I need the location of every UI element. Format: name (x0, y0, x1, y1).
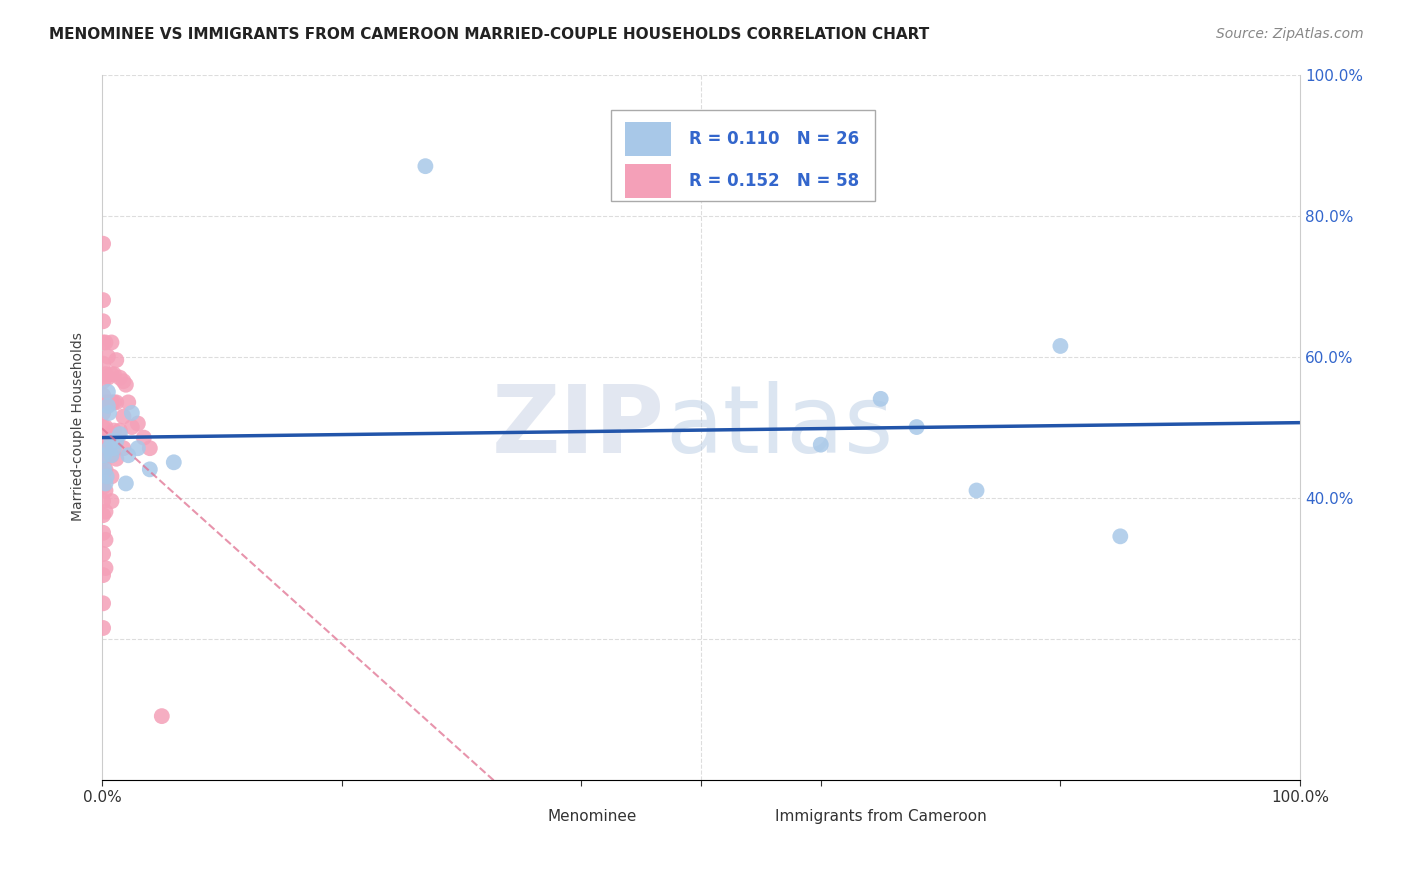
Point (97, 370, 120, 384)
Point (98, 441, 121, 455)
Point (103, 367, 125, 381)
Point (966, 483, 988, 498)
Point (100, 434, 122, 449)
Point (94, 395, 117, 409)
Point (117, 395, 139, 409)
Point (103, 441, 125, 455)
Text: ZIP: ZIP (492, 381, 665, 473)
Point (112, 441, 135, 455)
Point (94, 462, 117, 476)
Point (100, 448, 122, 462)
Point (94, 483, 117, 498)
Point (105, 353, 128, 368)
Text: Menominee: Menominee (547, 809, 637, 824)
Point (869, 392, 891, 406)
Point (91, 293, 114, 307)
Point (139, 441, 162, 455)
Point (103, 424, 125, 438)
Point (96, 469, 118, 483)
FancyBboxPatch shape (626, 164, 671, 198)
Point (91, 451, 114, 466)
Point (91, 388, 114, 402)
Point (117, 448, 139, 462)
Point (100, 469, 122, 483)
Point (91, 568, 114, 582)
Text: atlas: atlas (665, 381, 893, 473)
Point (91, 434, 114, 449)
Point (91, 314, 114, 328)
Point (150, 709, 173, 723)
Point (100, 335, 122, 350)
Point (100, 448, 122, 462)
Y-axis label: Married-couple Households: Married-couple Households (72, 333, 86, 522)
FancyBboxPatch shape (612, 110, 875, 202)
Text: Source: ZipAtlas.com: Source: ZipAtlas.com (1216, 27, 1364, 41)
Point (91, 357, 114, 371)
Point (108, 424, 131, 438)
Point (105, 451, 128, 466)
Point (91, 480, 114, 494)
Point (93, 462, 115, 476)
Point (810, 438, 832, 452)
Point (100, 494, 122, 508)
Point (112, 409, 135, 424)
Point (94, 335, 117, 350)
Point (132, 431, 155, 445)
Point (94, 367, 117, 381)
Point (91, 508, 114, 523)
Point (108, 427, 131, 442)
Point (100, 427, 122, 442)
Point (98, 406, 121, 420)
Point (91, 335, 114, 350)
FancyBboxPatch shape (626, 122, 671, 156)
Point (97, 350, 120, 364)
Point (93, 448, 115, 462)
Point (139, 462, 162, 476)
Point (1109, 529, 1132, 543)
Point (91, 621, 114, 635)
Point (105, 434, 128, 449)
Text: MENOMINEE VS IMMIGRANTS FROM CAMEROON MARRIED-COUPLE HOUSEHOLDS CORRELATION CHAR: MENOMINEE VS IMMIGRANTS FROM CAMEROON MA… (49, 27, 929, 42)
Point (91, 494, 114, 508)
FancyBboxPatch shape (725, 805, 763, 831)
Point (91, 374, 114, 388)
Text: R = 0.110   N = 26: R = 0.110 N = 26 (689, 130, 859, 148)
Point (94, 533, 117, 547)
Point (94, 561, 117, 575)
Text: Immigrants from Cameroon: Immigrants from Cameroon (775, 809, 987, 824)
Text: R = 0.152   N = 58: R = 0.152 N = 58 (689, 172, 859, 190)
Point (91, 406, 114, 420)
Point (121, 406, 143, 420)
Point (91, 525, 114, 540)
Point (91, 236, 114, 251)
Point (97, 384, 120, 399)
Point (163, 455, 186, 469)
Point (103, 395, 125, 409)
Point (100, 395, 122, 409)
Point (905, 420, 928, 434)
Point (94, 476, 117, 491)
Point (97, 395, 120, 409)
Point (97, 399, 120, 413)
Point (121, 420, 143, 434)
Point (415, 159, 437, 173)
Point (115, 377, 138, 392)
Point (127, 441, 149, 455)
Point (105, 395, 128, 409)
Point (91, 547, 114, 561)
FancyBboxPatch shape (498, 805, 536, 831)
Point (91, 420, 114, 434)
Point (1049, 339, 1071, 353)
Point (94, 420, 117, 434)
Point (108, 370, 131, 384)
Point (112, 374, 135, 388)
Point (100, 367, 122, 381)
Point (91, 596, 114, 610)
Point (91, 466, 114, 480)
Point (94, 441, 117, 455)
Point (127, 417, 149, 431)
Point (94, 505, 117, 519)
Point (115, 476, 138, 491)
